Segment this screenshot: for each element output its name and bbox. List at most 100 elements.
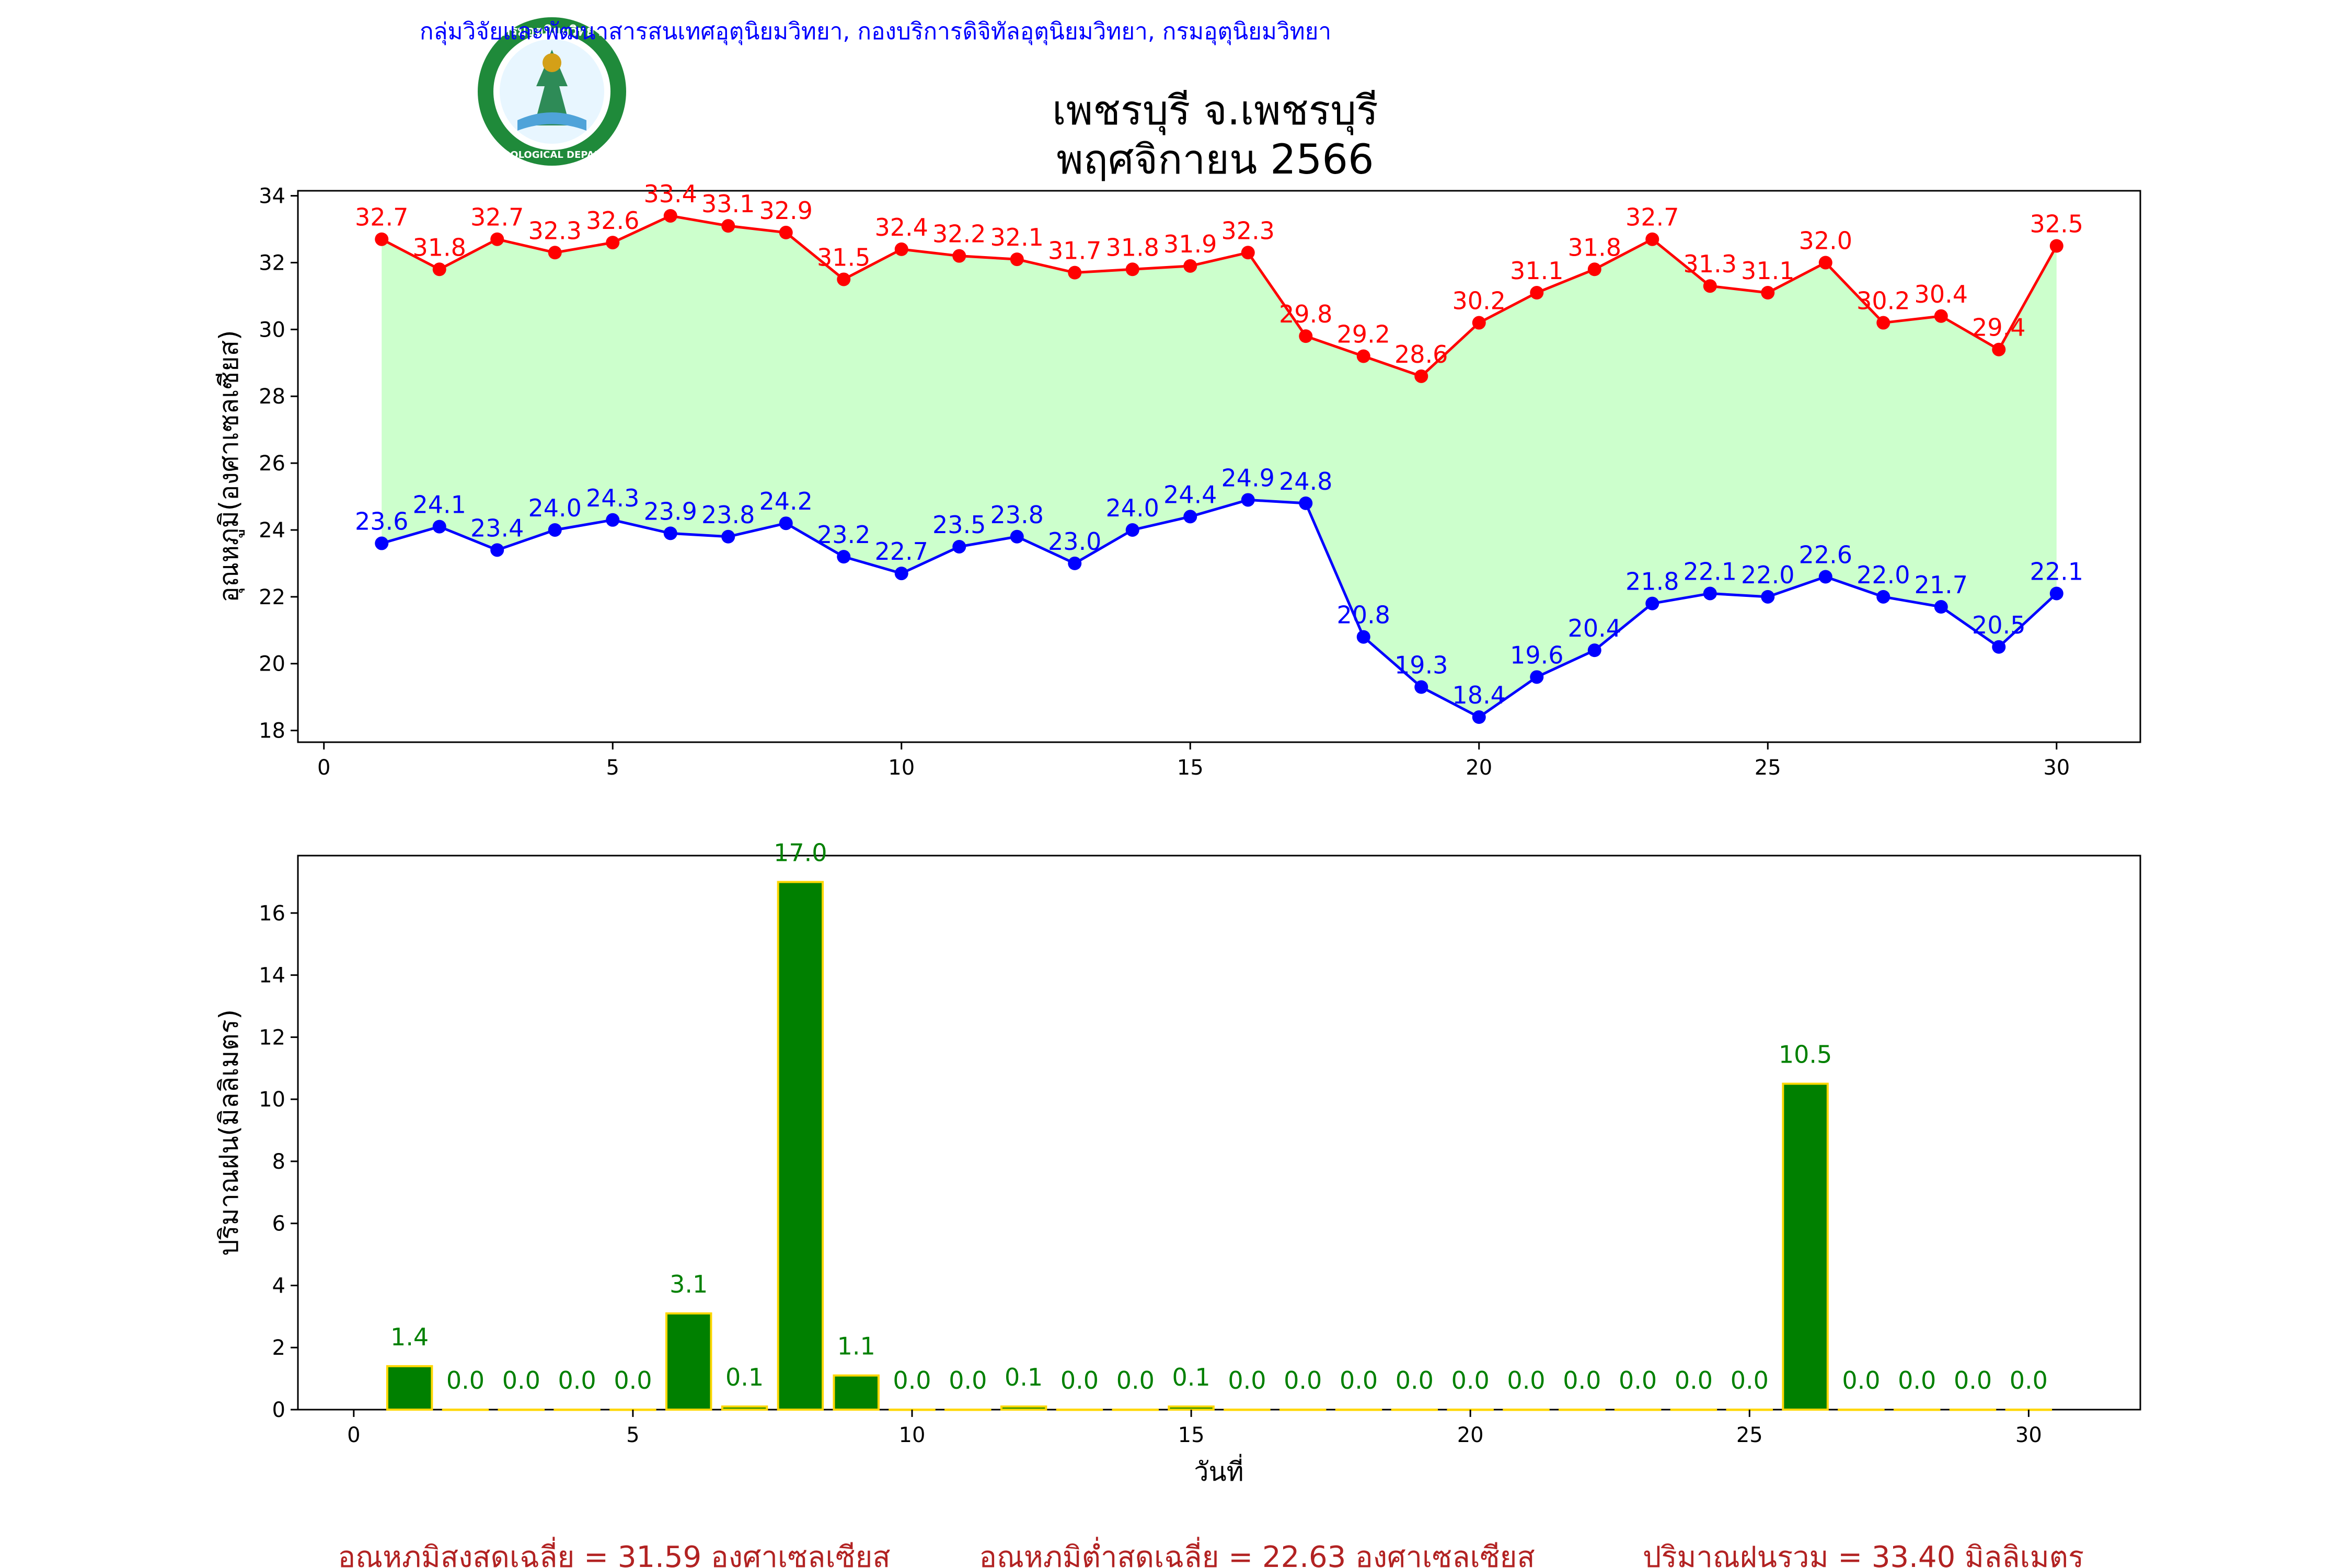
min-temp-point — [375, 536, 389, 550]
total-rainfall: ปริมาณฝนรวม = 33.40 มิลลิเมตร — [1643, 1540, 2084, 1568]
min-temp-point — [1818, 570, 1832, 584]
y-tick-label: 16 — [259, 902, 285, 926]
rain-data-label: 0.1 — [725, 1363, 764, 1391]
max-temp-point — [2049, 239, 2063, 253]
max-temp-data-label: 31.7 — [1048, 237, 1101, 265]
max-temp-point — [1876, 316, 1890, 330]
rain-data-label: 0.0 — [1731, 1366, 1769, 1394]
min-temp-point — [1587, 643, 1601, 658]
y-tick-label: 4 — [272, 1274, 285, 1298]
y-tick-label: 8 — [272, 1150, 285, 1174]
min-temp-point — [1703, 586, 1717, 601]
max-temp-point — [1703, 279, 1717, 293]
rain-data-label: 0.0 — [1396, 1366, 1434, 1394]
y-tick-label: 10 — [259, 1088, 285, 1112]
max-temp-data-label: 32.3 — [528, 216, 582, 245]
max-temp-data-label: 32.6 — [586, 206, 639, 235]
rain-data-label: 0.1 — [1005, 1363, 1043, 1391]
min-temp-point — [1934, 600, 1948, 614]
y-tick-label: 2 — [272, 1336, 285, 1360]
x-tick-label: 30 — [2015, 1423, 2042, 1447]
min-temp-data-label: 22.0 — [1741, 561, 1794, 589]
max-temp-data-label: 32.0 — [1799, 226, 1852, 255]
max-temp-data-label: 32.9 — [759, 197, 813, 225]
min-temp-point — [606, 513, 620, 527]
max-temp-point — [894, 242, 908, 256]
min-temp-data-label: 24.0 — [528, 494, 582, 522]
x-tick-label: 0 — [347, 1423, 360, 1447]
min-temp-point — [1010, 529, 1024, 544]
min-temp-data-label: 20.5 — [1972, 611, 2025, 639]
min-temp-data-label: 24.8 — [1279, 467, 1332, 495]
rain-data-label: 10.5 — [1779, 1040, 1832, 1068]
min-temp-data-label: 18.4 — [1452, 681, 1506, 709]
max-temp-data-label: 32.7 — [470, 203, 524, 232]
x-tick-label: 25 — [1736, 1423, 1763, 1447]
max-temp-point — [1299, 329, 1313, 343]
rain-bar — [721, 1405, 768, 1411]
rain-data-label: 0.0 — [1284, 1366, 1322, 1394]
average-min-temperature: อุณหภูมิต่ำสุดเฉลี่ย = 22.63 องศาเซลเซีย… — [979, 1537, 1535, 1568]
min-temp-point — [721, 529, 735, 544]
min-temp-point — [1183, 510, 1197, 524]
max-temp-point — [490, 232, 504, 246]
max-temp-point — [779, 225, 793, 239]
rain-data-label: 17.0 — [774, 838, 827, 867]
rainfall-y-axis: 0 2 4 6 8 10 12 14 16 — [259, 902, 298, 1422]
max-temp-data-label: 31.1 — [1510, 257, 1563, 285]
max-temp-data-label: 31.8 — [1568, 233, 1621, 261]
rain-data-label: 1.1 — [837, 1332, 875, 1361]
agency-text: กลุ่มวิจัยและพัฒนาสารสนเทศอุตุนิยมวิทยา,… — [420, 18, 1331, 45]
min-temp-data-label: 19.3 — [1394, 651, 1448, 679]
max-temp-point — [1472, 316, 1486, 330]
max-temp-point — [1587, 262, 1601, 276]
min-temp-data-label: 23.5 — [932, 511, 986, 539]
logo-text: กรมอุตุนิยมวิทยา — [502, 24, 602, 40]
rain-bar — [1000, 1405, 1047, 1411]
x-tick-label: 30 — [2043, 756, 2070, 780]
min-temp-data-label: 23.6 — [355, 508, 408, 536]
max-temp-data-label: 29.2 — [1337, 320, 1390, 349]
max-temp-data-label: 32.7 — [1625, 203, 1679, 232]
max-temp-data-label: 29.4 — [1972, 314, 2025, 342]
min-temp-data-label: 22.7 — [875, 537, 928, 566]
y-tick-label: 0 — [272, 1398, 285, 1422]
rain-bar — [777, 881, 824, 1411]
max-temp-point — [1068, 266, 1082, 280]
x-tick-label: 10 — [899, 1423, 926, 1447]
min-temp-data-label: 23.8 — [701, 501, 755, 529]
min-temp-data-label: 23.0 — [1048, 527, 1101, 556]
rain-data-label: 0.0 — [1116, 1366, 1155, 1394]
min-temp-data-label: 22.0 — [1857, 561, 1910, 589]
max-temp-data-label: 32.7 — [355, 203, 408, 232]
min-temp-data-label: 22.6 — [1799, 541, 1852, 569]
rain-data-label: 0.0 — [949, 1366, 987, 1394]
min-temp-point — [1241, 493, 1255, 507]
min-temp-data-label: 20.8 — [1337, 601, 1390, 629]
temperature-y-axis-label: อุณหภูมิ(องศาเซลเซียส) — [214, 330, 245, 602]
max-temp-point — [1818, 256, 1832, 270]
min-temp-data-label: 24.1 — [413, 491, 466, 519]
rain-data-label: 0.0 — [1060, 1366, 1099, 1394]
min-temp-point — [2049, 586, 2063, 601]
rain-data-label: 0.1 — [1172, 1363, 1210, 1391]
x-tick-label: 20 — [1466, 756, 1492, 780]
rainfall-y-axis-label: ปริมาณฝน(มิลลิเมตร) — [214, 1009, 244, 1256]
max-temp-point — [721, 219, 735, 233]
max-temp-data-label: 31.5 — [817, 243, 870, 271]
max-temp-point — [1125, 262, 1139, 276]
temperature-y-axis: 18 20 22 24 26 28 30 32 34 — [259, 185, 298, 743]
min-temp-data-label: 24.9 — [1221, 464, 1275, 492]
y-tick-label: 30 — [259, 318, 285, 342]
average-max-temperature: อุณหภูมิสูงสุดเฉลี่ย = 31.59 องศาเซลเซีย… — [338, 1537, 890, 1568]
max-temp-data-label: 31.8 — [413, 233, 466, 261]
max-temp-point — [663, 209, 677, 223]
max-temp-data-label: 30.4 — [1915, 280, 1968, 308]
min-temp-point — [1876, 590, 1890, 604]
x-tick-label: 5 — [626, 1423, 639, 1447]
rain-bar — [1782, 1082, 1829, 1411]
max-temp-data-label: 32.2 — [932, 220, 986, 248]
rain-bar — [833, 1374, 880, 1411]
rain-data-label: 0.0 — [446, 1366, 485, 1394]
